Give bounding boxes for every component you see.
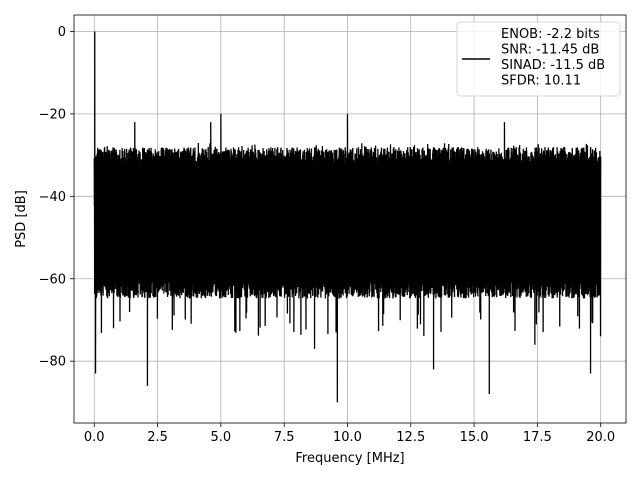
x-tick-label: 17.5 — [523, 430, 552, 445]
plot-area — [93, 31, 602, 403]
x-axis-label: Frequency [MHz] — [295, 451, 404, 466]
y-axis-label: PSD [dB] — [14, 190, 29, 248]
legend-entry-label: ENOB: -2.2 bits SNR: -11.45 dB SINAD: -11.… — [501, 27, 605, 89]
y-tick-label: −20 — [39, 107, 66, 122]
x-tick-label: 7.5 — [274, 430, 295, 445]
x-axis-ticks: 0.0 2.5 5.0 7.5 10.0 12.5 15.0 17.5 20.0 — [84, 423, 615, 445]
x-tick-label: 12.5 — [396, 430, 425, 445]
series-line-psd — [93, 31, 602, 403]
y-tick-label: −60 — [39, 272, 66, 287]
x-tick-label: 15.0 — [460, 430, 489, 445]
y-axis-ticks: 0 −20 −40 −60 −80 — [39, 25, 74, 370]
y-tick-label: 0 — [58, 25, 66, 40]
x-tick-label: 0.0 — [84, 430, 105, 445]
x-tick-label: 5.0 — [211, 430, 232, 445]
x-tick-label: 2.5 — [147, 430, 168, 445]
legend: ENOB: -2.2 bits SNR: -11.45 dB SINAD: -11.… — [456, 21, 621, 97]
legend-box — [456, 21, 621, 97]
y-tick-label: −80 — [39, 355, 66, 370]
plot-frame — [73, 14, 627, 424]
x-tick-label: 20.0 — [586, 430, 615, 445]
x-tick-label: 10.0 — [333, 430, 362, 445]
y-tick-label: −40 — [39, 190, 66, 205]
